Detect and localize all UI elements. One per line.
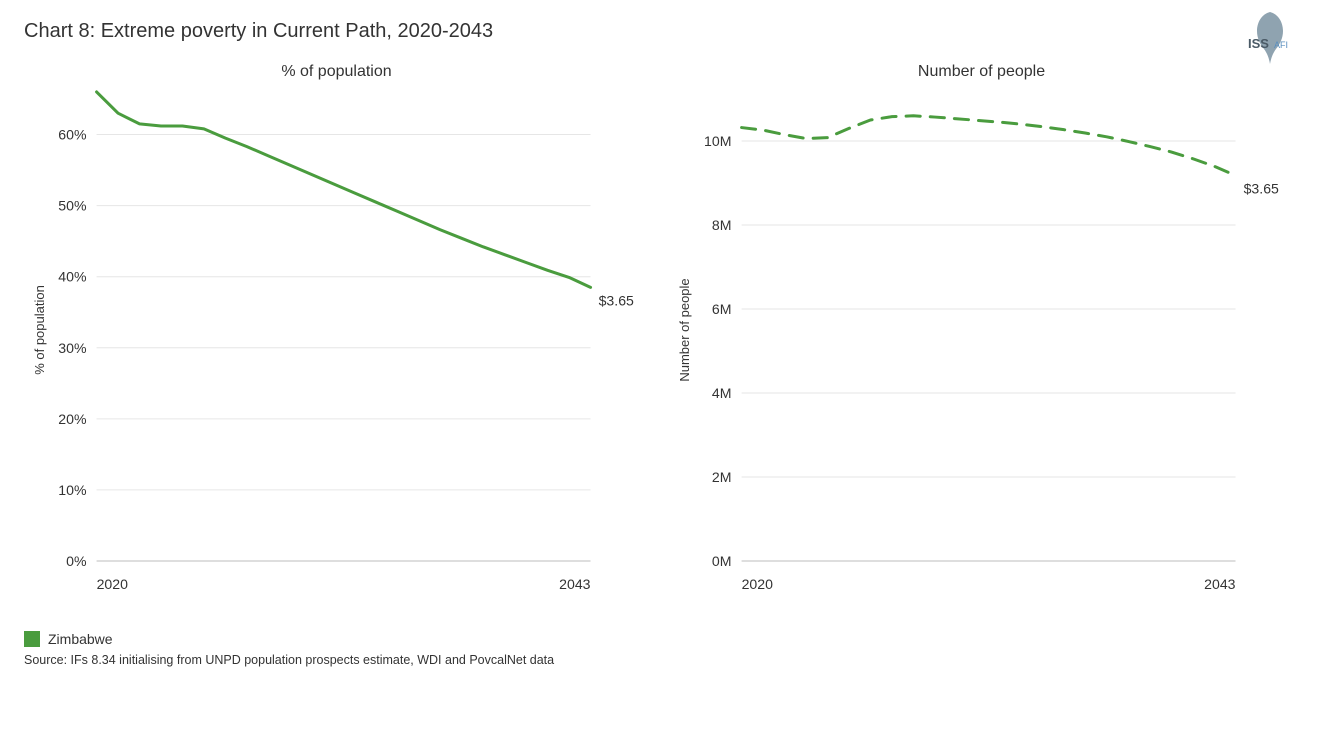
y-tick-label: 8M (712, 217, 732, 233)
y-tick-label: 30% (58, 340, 86, 356)
series-line (742, 116, 1236, 176)
y-tick-label: 40% (58, 269, 86, 285)
x-tick-label: 2020 (97, 576, 129, 592)
y-tick-label: 0M (712, 553, 732, 569)
y-axis-label: Number of people (677, 278, 692, 381)
y-axis-label: % of population (32, 285, 47, 375)
chart-svg-num: 0M 2M 4M 6M 8M 10M 2020 2043 Number of people $3.… (669, 89, 1294, 609)
chart-panel-pct: % of population 0% 10% 20% 30% 40% 50% 60% 2020… (24, 63, 649, 623)
series-line (97, 92, 591, 287)
y-tick-label: 6M (712, 301, 732, 317)
chart-panel-num: Number of people 0M 2M 4M 6M 8M 10M 2020 2043 Nu… (669, 63, 1294, 623)
iss-afi-logo: ISS AFI (1240, 8, 1300, 68)
y-tick-label: 2M (712, 469, 732, 485)
chart-page: Chart 8: Extreme poverty in Current Path… (0, 0, 1318, 729)
charts-row: % of population 0% 10% 20% 30% 40% 50% 60% 2020… (24, 63, 1294, 623)
series-end-label: $3.65 (599, 292, 634, 308)
x-tick-label: 2020 (742, 576, 774, 592)
subtitle-pct: % of population (24, 63, 649, 81)
legend-label: Zimbabwe (48, 631, 113, 647)
x-tick-label: 2043 (1204, 576, 1236, 592)
y-tick-label: 4M (712, 385, 732, 401)
series-end-label: $3.65 (1244, 180, 1279, 196)
x-tick-label: 2043 (559, 576, 591, 592)
y-tick-label: 50% (58, 198, 86, 214)
y-tick-label: 10% (58, 482, 86, 498)
subtitle-num: Number of people (669, 63, 1294, 81)
y-tick-label: 0% (66, 553, 86, 569)
logo-iss-text: ISS (1248, 36, 1269, 51)
source-text: Source: IFs 8.34 initialising from UNPD … (24, 653, 1294, 667)
page-title: Chart 8: Extreme poverty in Current Path… (24, 20, 1294, 43)
legend: Zimbabwe (24, 631, 1294, 647)
y-tick-label: 60% (58, 127, 86, 143)
y-tick-label: 10M (704, 133, 731, 149)
legend-swatch (24, 631, 40, 647)
chart-svg-pct: 0% 10% 20% 30% 40% 50% 60% 2020 2043 % of populat… (24, 89, 649, 609)
y-tick-label: 20% (58, 411, 86, 427)
logo-afi-text: AFI (1274, 40, 1288, 50)
